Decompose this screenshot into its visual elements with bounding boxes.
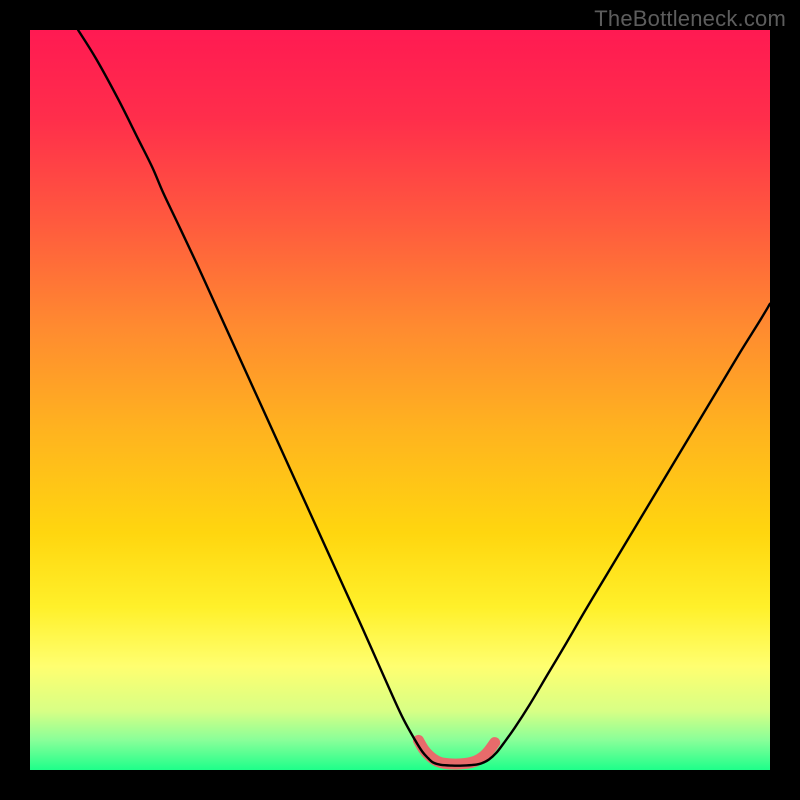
- bottleneck-chart: TheBottleneck.com: [0, 0, 800, 800]
- chart-background: [30, 30, 770, 770]
- watermark-text: TheBottleneck.com: [594, 6, 786, 32]
- chart-svg: [0, 0, 800, 800]
